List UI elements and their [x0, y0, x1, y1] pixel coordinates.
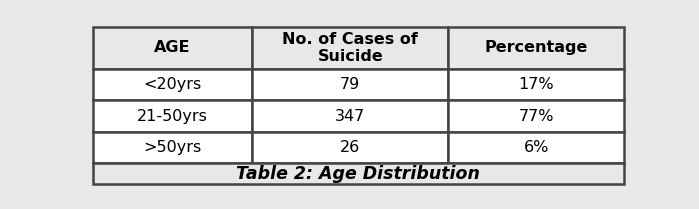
Bar [93, 69, 252, 100]
Text: 17%: 17% [518, 77, 554, 92]
Text: Table 2: Age Distribution: Table 2: Age Distribution [236, 165, 480, 183]
Text: 26: 26 [340, 140, 361, 155]
Bar [252, 69, 449, 100]
Text: 77%: 77% [519, 108, 554, 124]
Bar [93, 27, 252, 69]
Text: <20yrs: <20yrs [143, 77, 201, 92]
Bar [93, 163, 624, 184]
Bar [449, 69, 624, 100]
Text: 21-50yrs: 21-50yrs [137, 108, 208, 124]
Bar [252, 27, 449, 69]
Bar [449, 132, 624, 163]
Bar [252, 100, 449, 132]
Text: No. of Cases of
Suicide: No. of Cases of Suicide [282, 32, 418, 64]
Bar [93, 100, 252, 132]
Text: 6%: 6% [524, 140, 549, 155]
Text: Percentage: Percentage [484, 40, 588, 55]
Bar [449, 100, 624, 132]
Bar [449, 27, 624, 69]
Text: 79: 79 [340, 77, 361, 92]
Bar [93, 132, 252, 163]
Text: >50yrs: >50yrs [143, 140, 201, 155]
Text: AGE: AGE [154, 40, 191, 55]
Text: 347: 347 [335, 108, 366, 124]
Bar [252, 132, 449, 163]
